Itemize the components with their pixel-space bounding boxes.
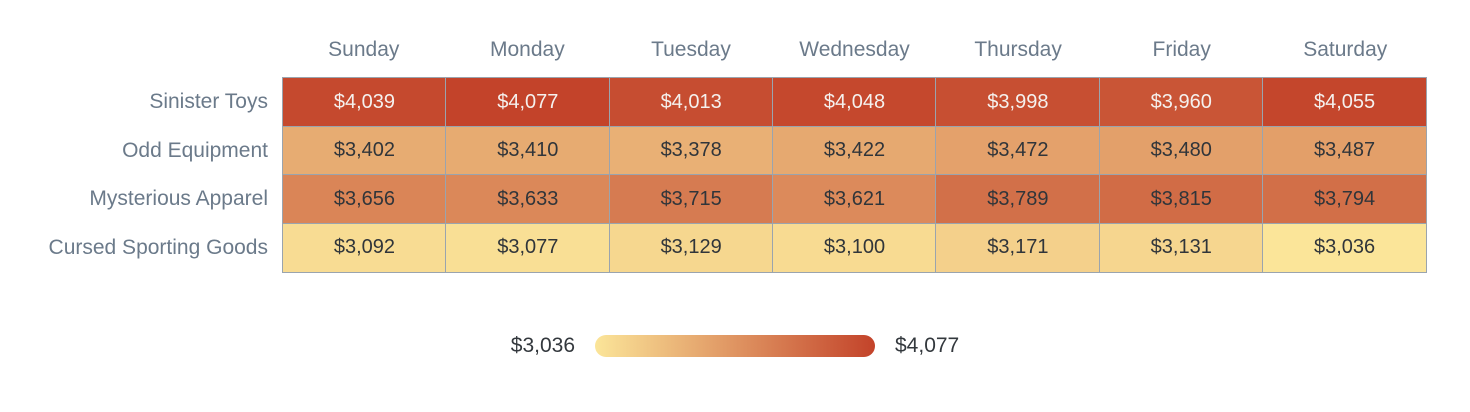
heatmap-cell: $3,815 xyxy=(1098,174,1264,224)
heatmap-cell: $3,621 xyxy=(772,174,937,224)
column-header-tuesday: Tuesday xyxy=(651,38,731,61)
heatmap-cell: $3,410 xyxy=(445,125,611,176)
heatmap-cell: $3,036 xyxy=(1262,222,1428,273)
heatmap-cell: $4,039 xyxy=(282,77,447,127)
heatmap-cell: $3,131 xyxy=(1098,222,1264,273)
column-headers: Sunday Monday Tuesday Wednesday Thursday Frid… xyxy=(282,35,1427,65)
heatmap-row: Cursed Sporting Goods $3,092 $3,077 $3,129 $… xyxy=(0,222,1428,273)
heatmap-cell: $4,013 xyxy=(608,77,774,127)
color-scale-legend: $3,036 $4,077 xyxy=(0,334,1470,358)
heatmap-row: Odd Equipment $3,402 $3,410 $3,378 $3,422 $3,… xyxy=(0,125,1428,176)
heatmap-cell: $3,472 xyxy=(935,125,1101,176)
heatmap-cell: $3,402 xyxy=(282,125,447,176)
column-header-saturday: Saturday xyxy=(1303,38,1388,61)
legend-min-label: $3,036 xyxy=(510,334,575,357)
heatmap-cell: $3,378 xyxy=(608,125,774,176)
heatmap-cell: $3,129 xyxy=(608,222,774,273)
heatmap-cell: $3,487 xyxy=(1262,125,1428,176)
heatmap-cell: $3,656 xyxy=(282,174,447,224)
heatmap-cell: $3,789 xyxy=(935,174,1101,224)
row-label: Sinister Toys xyxy=(149,90,268,113)
column-header-friday: Friday xyxy=(1152,38,1211,61)
heatmap-cell: $3,633 xyxy=(445,174,611,224)
legend-gradient-bar xyxy=(595,335,875,357)
heatmap-cell: $4,055 xyxy=(1262,77,1428,127)
heatmap-cell: $3,480 xyxy=(1098,125,1264,176)
heatmap-cell: $3,077 xyxy=(445,222,611,273)
heatmap-table: Sunday Monday Tuesday Wednesday Thursday Frid… xyxy=(0,35,1428,273)
heatmap-cell: $3,794 xyxy=(1262,174,1428,224)
heatmap-cell: $3,092 xyxy=(282,222,447,273)
heatmap-row: Sinister Toys $4,039 $4,077 $4,013 $4,048 $3,… xyxy=(0,77,1428,127)
column-header-sunday: Sunday xyxy=(328,38,400,61)
heatmap-cell: $3,422 xyxy=(772,125,937,176)
heatmap-row: Mysterious Apparel $3,656 $3,633 $3,715 $3,6… xyxy=(0,174,1428,224)
column-header-wednesday: Wednesday xyxy=(799,38,910,61)
row-label: Mysterious Apparel xyxy=(89,187,268,210)
row-label: Cursed Sporting Goods xyxy=(48,235,268,259)
heatmap-cell: $3,960 xyxy=(1098,77,1264,127)
heatmap-cell: $4,077 xyxy=(445,77,611,127)
heatmap-body: Sinister Toys $4,039 $4,077 $4,013 $4,048 $3,… xyxy=(0,77,1428,273)
column-header-thursday: Thursday xyxy=(974,38,1062,61)
legend-max-label: $4,077 xyxy=(895,334,960,357)
heatmap-cell: $4,048 xyxy=(772,77,937,127)
heatmap-cell: $3,171 xyxy=(935,222,1101,273)
row-label: Odd Equipment xyxy=(122,138,268,162)
column-header-monday: Monday xyxy=(490,38,565,61)
heatmap-cell: $3,998 xyxy=(935,77,1101,127)
heatmap-cell: $3,100 xyxy=(772,222,937,273)
heatmap-cell: $3,715 xyxy=(608,174,774,224)
